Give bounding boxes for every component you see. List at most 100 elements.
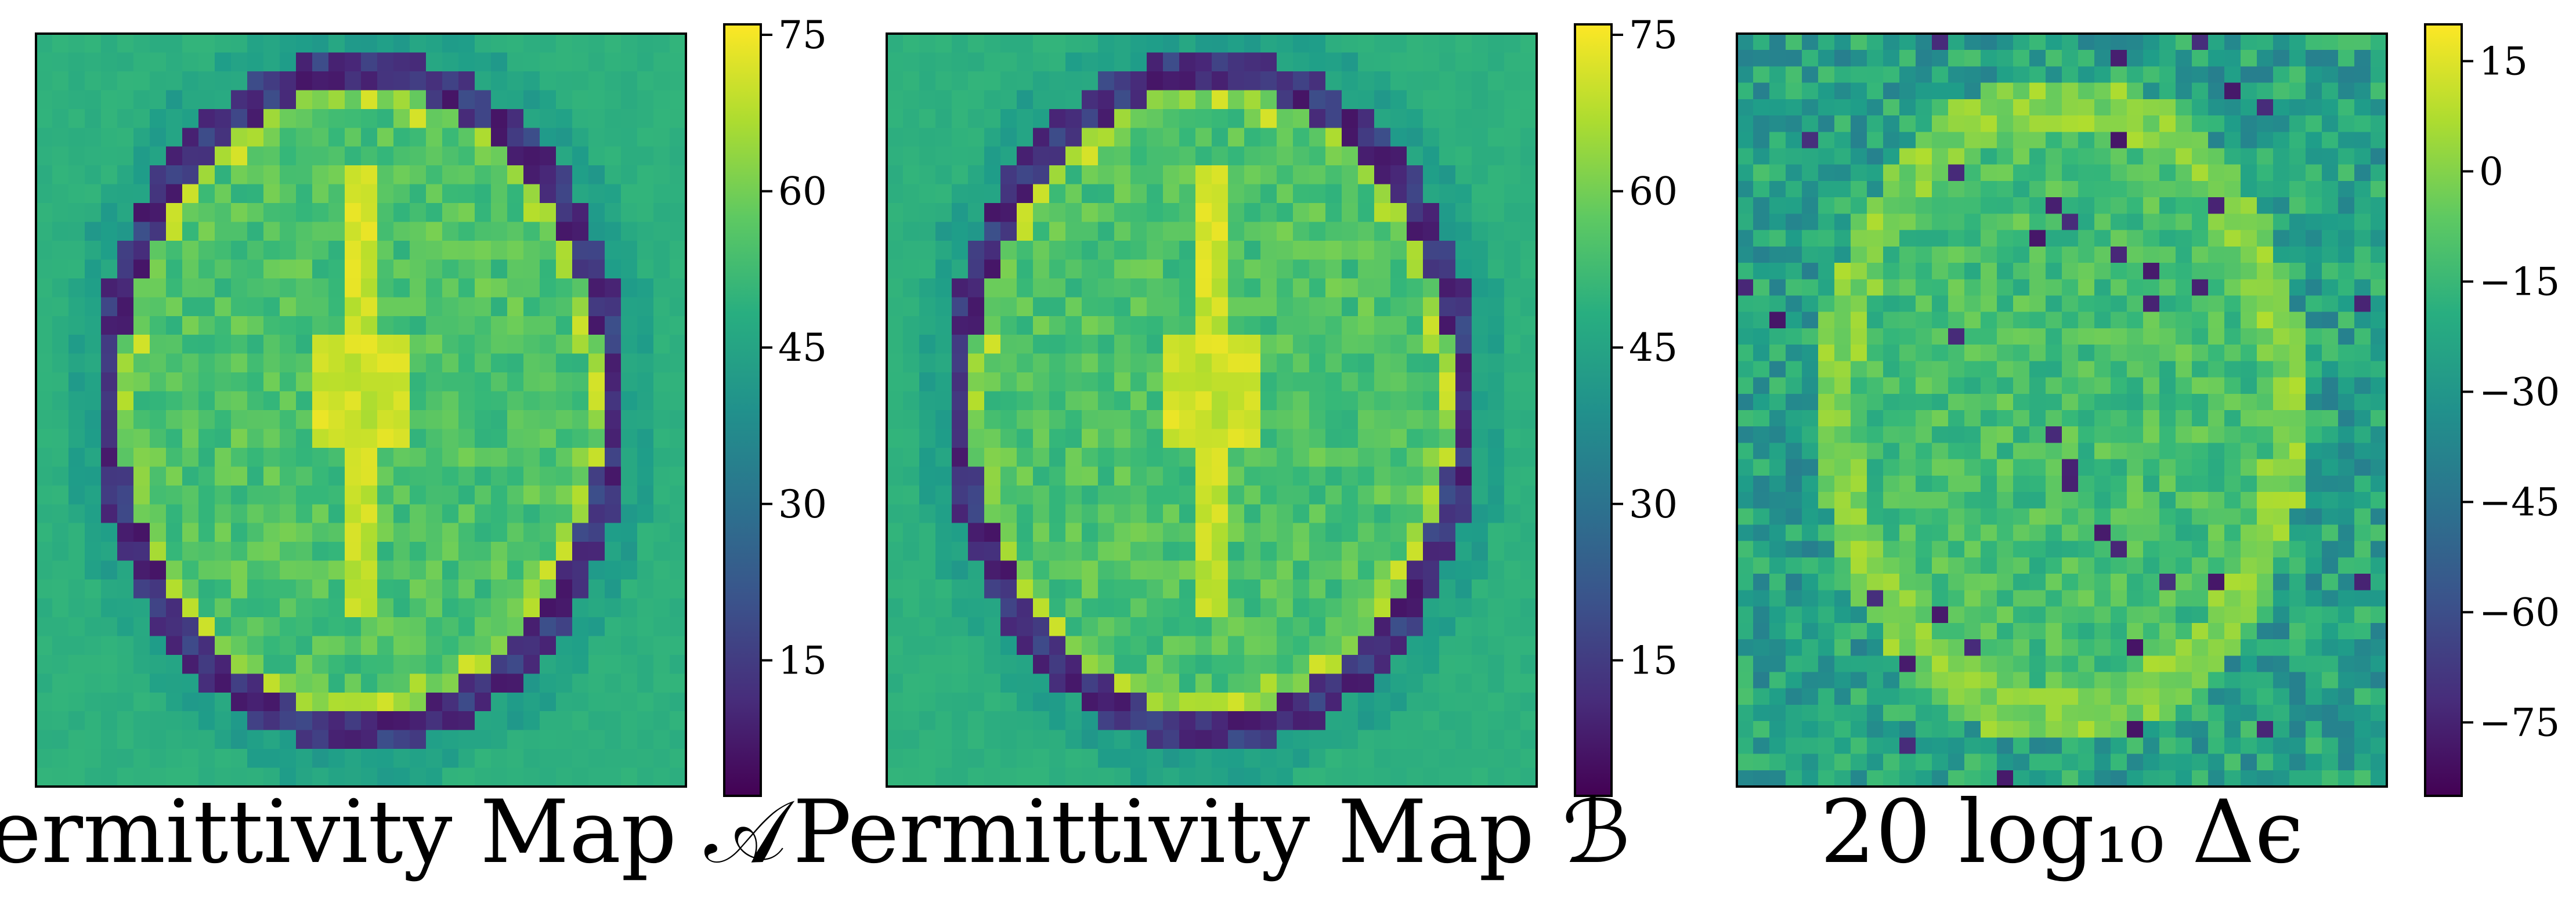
heatmap-b-cell [1163,128,1180,147]
heatmap-a-cell [247,410,264,430]
heatmap-error-cell [2306,492,2322,509]
heatmap-a-cell [637,429,654,448]
heatmap-b-cell [1244,278,1261,298]
heatmap-error-cell [2241,541,2257,558]
heatmap-a-cell [198,90,215,110]
heatmap-b-cell [887,523,904,543]
heatmap-b-cell [1195,504,1212,524]
heatmap-b-cell [1260,203,1277,223]
heatmap-a-cell [117,128,134,147]
heatmap-error-cell [2143,541,2160,558]
heatmap-error-cell [1818,311,1835,329]
heatmap-b-cell [1049,108,1066,129]
heatmap-error-cell [1834,132,1851,149]
heatmap-b-cell [887,767,904,787]
heatmap-a-cell [296,466,313,486]
heatmap-b-cell [1293,128,1310,147]
heatmap-error-cell [1899,180,1916,198]
heatmap-error-cell [2062,688,2079,705]
heatmap-error-cell [1981,590,1997,607]
heatmap-error-cell [1981,410,1997,428]
heatmap-a-cell [117,636,134,655]
heatmap-b-cell [1195,108,1212,129]
heatmap-b-cell [1212,542,1229,562]
heatmap-error-cell [1802,263,1819,280]
heatmap-error-cell [2306,508,2322,526]
heatmap-error-cell [1753,541,1770,558]
heatmap-a-cell [263,560,280,581]
heatmap-error-cell [1964,492,1981,509]
heatmap-b-cell [1472,673,1488,693]
heatmap-b-cell [1244,71,1261,91]
heatmap-a-cell [68,353,85,374]
heatmap-a-cell [637,749,654,769]
colorbar-b-tick-label: 30 [1629,482,1678,527]
heatmap-a-cell [247,711,264,731]
heatmap-a-cell [393,560,410,581]
heatmap-b-cell [1049,278,1066,298]
heatmap-a-cell [150,767,167,787]
heatmap-error-cell [1867,655,1884,673]
heatmap-b-cell [1147,598,1164,618]
heatmap-error-cell [1818,508,1835,526]
heatmap-error-cell [2273,622,2290,640]
heatmap-a-cell [605,222,622,241]
heatmap-error-cell [2338,164,2355,182]
heatmap-b-cell [1179,504,1196,524]
heatmap-a-cell [231,316,248,336]
heatmap-b-cell [1520,749,1537,769]
heatmap-b-cell [1195,278,1212,298]
heatmap-error-cell [1981,672,1997,689]
heatmap-b-cell [1082,71,1099,91]
heatmap-error-cell [2289,655,2306,673]
heatmap-b-cell [1098,391,1115,411]
heatmap-b-cell [952,184,969,204]
heatmap-b-cell [1309,523,1326,543]
heatmap-a-cell [507,240,524,260]
heatmap-b-cell [1244,222,1261,241]
heatmap-error-cell [2273,508,2290,526]
heatmap-b-cell [1244,485,1261,505]
heatmap-a-cell [426,316,443,336]
heatmap-a-cell [442,52,459,72]
heatmap-b-cell [1277,429,1294,448]
heatmap-a-cell [52,410,69,430]
heatmap-error-cell [1964,328,1981,345]
heatmap-error-cell [1997,459,2014,476]
heatmap-a-cell [133,598,150,618]
heatmap-b-cell [1212,466,1229,486]
heatmap-error-cell [1899,213,1916,231]
heatmap-a-cell [68,485,85,505]
heatmap-b-cell [935,429,952,448]
heatmap-a-cell [68,673,85,693]
heatmap-a-cell [377,542,394,562]
heatmap-error-cell [2029,426,2046,444]
heatmap-error-cell [1883,115,1900,133]
heatmap-a-cell [215,466,232,486]
heatmap-a-cell [377,767,394,787]
heatmap-error-cell [1964,279,1981,296]
heatmap-a-cell [458,560,475,581]
heatmap-error-cell [1786,115,1802,133]
heatmap-a-cell [426,542,443,562]
heatmap-error-cell [2338,148,2355,165]
heatmap-error-cell [2192,557,2209,575]
heatmap-b-cell [1082,184,1099,204]
heatmap-error-cell [1964,197,1981,215]
heatmap-a-cell [263,34,280,53]
heatmap-error-cell [1964,115,1981,133]
heatmap-b-cell [1000,466,1017,486]
heatmap-a-cell [605,297,622,317]
heatmap-error-cell [1769,721,1786,738]
heatmap-error-cell [2208,459,2225,476]
heatmap-a-cell [231,372,248,392]
heatmap-a-cell [361,146,378,166]
heatmap-error-cell [2029,443,2046,460]
heatmap-b-cell [1358,297,1375,317]
heatmap-b-cell [1455,259,1472,279]
heatmap-b-cell [1374,410,1391,430]
heatmap-a-cell [52,34,69,53]
heatmap-b-cell [1000,711,1017,731]
heatmap-error-cell [2338,263,2355,280]
heatmap-a-cell [588,466,605,486]
